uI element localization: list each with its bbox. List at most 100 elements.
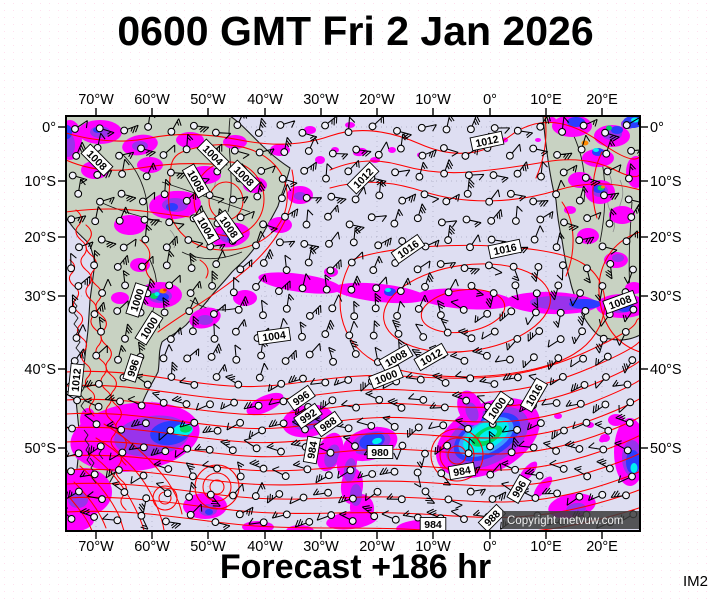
station-circle bbox=[344, 424, 353, 433]
station-circle bbox=[507, 448, 516, 457]
lon-label-bottom: 10°W bbox=[415, 539, 451, 555]
isobar-label: 1008 bbox=[227, 159, 261, 193]
station-circle bbox=[554, 281, 563, 290]
station-circle bbox=[600, 191, 608, 200]
station-circle bbox=[327, 511, 336, 520]
station-circle bbox=[324, 471, 333, 480]
station-circle bbox=[75, 243, 83, 252]
svg-text:984: 984 bbox=[305, 440, 320, 459]
station-circle bbox=[141, 419, 150, 428]
station-circle bbox=[537, 172, 545, 181]
station-circle bbox=[444, 236, 453, 245]
station-circle bbox=[601, 128, 610, 137]
lon-label-top: 20°W bbox=[359, 92, 395, 108]
station-circle bbox=[276, 121, 285, 129]
station-circle bbox=[375, 395, 384, 404]
station-circle bbox=[183, 354, 192, 363]
lat-label-left: 0° bbox=[42, 120, 56, 136]
station-circle bbox=[345, 331, 354, 340]
station-circle bbox=[394, 329, 403, 338]
station-circle bbox=[347, 258, 356, 267]
station-circle bbox=[605, 219, 614, 228]
station-circle bbox=[302, 220, 311, 229]
station-circle bbox=[559, 464, 568, 473]
station-circle bbox=[121, 334, 129, 343]
station-circle bbox=[398, 441, 407, 450]
station-circle bbox=[213, 426, 222, 435]
precip-blob bbox=[417, 288, 513, 310]
station-circle bbox=[627, 213, 636, 222]
watermark-bar: Copyright metvuw.com bbox=[502, 511, 639, 529]
station-circle bbox=[462, 215, 471, 224]
station-circle bbox=[185, 493, 194, 501]
lon-label-top: 30°W bbox=[303, 92, 339, 108]
station-circle bbox=[397, 403, 406, 412]
station-circle bbox=[624, 174, 633, 183]
station-circle bbox=[553, 150, 562, 159]
station-circle bbox=[466, 125, 475, 134]
station-circle bbox=[606, 259, 615, 268]
station-circle bbox=[115, 216, 124, 225]
station-circle bbox=[90, 513, 99, 521]
lon-label-top: 10°W bbox=[415, 92, 451, 108]
precip-blob bbox=[612, 254, 624, 262]
station-circle bbox=[509, 262, 518, 271]
lon-label-bottom: 30°W bbox=[303, 539, 339, 555]
lon-label-bottom: 0° bbox=[483, 539, 497, 555]
station-circle bbox=[322, 285, 331, 294]
station-circle bbox=[236, 472, 245, 481]
station-circle bbox=[259, 518, 268, 527]
station-circle bbox=[602, 373, 610, 381]
station-circle bbox=[166, 335, 175, 344]
station-circle bbox=[535, 327, 544, 336]
map-frame bbox=[65, 115, 641, 532]
station-circle bbox=[324, 212, 332, 221]
station-circle bbox=[304, 258, 313, 267]
station-circle bbox=[275, 238, 284, 247]
station-circle bbox=[182, 400, 191, 409]
station-circle bbox=[603, 352, 612, 361]
station-circle bbox=[351, 195, 360, 204]
precip-blob bbox=[564, 206, 576, 214]
station-circle bbox=[485, 197, 494, 206]
station-circle bbox=[114, 466, 123, 474]
station-circle bbox=[94, 379, 103, 388]
station-circle bbox=[327, 192, 336, 201]
station-circle bbox=[141, 235, 150, 244]
station-circle bbox=[556, 335, 565, 344]
station-circle bbox=[415, 172, 424, 181]
station-circle bbox=[236, 418, 245, 427]
station-circle bbox=[259, 311, 267, 320]
station-circle bbox=[628, 356, 637, 365]
station-circle bbox=[236, 213, 245, 222]
station-circle bbox=[190, 380, 199, 389]
station-circle bbox=[139, 443, 148, 452]
precip-blob bbox=[569, 299, 601, 309]
station-circle bbox=[439, 421, 448, 430]
corner-tag: IM2 bbox=[682, 573, 708, 590]
station-circle bbox=[464, 424, 472, 433]
station-circle bbox=[138, 262, 147, 271]
station-circle bbox=[444, 288, 453, 297]
station-circle bbox=[328, 149, 337, 158]
station-circle bbox=[117, 425, 126, 434]
station-circle bbox=[624, 195, 633, 204]
station-circle bbox=[628, 472, 636, 481]
station-circle bbox=[113, 307, 122, 315]
station-circle bbox=[436, 311, 445, 320]
station-circle bbox=[599, 334, 608, 343]
station-circle bbox=[206, 400, 214, 409]
isobar-label: 980 bbox=[366, 445, 394, 459]
station-circle bbox=[344, 128, 353, 137]
station-circle bbox=[281, 472, 290, 481]
station-circle bbox=[230, 146, 239, 155]
station-circle bbox=[344, 376, 353, 384]
station-circle bbox=[186, 510, 195, 519]
station-circle bbox=[187, 264, 196, 273]
station-circle bbox=[162, 243, 171, 252]
station-circle bbox=[529, 144, 538, 153]
lon-label-bottom: 20°E bbox=[586, 539, 618, 555]
station-circle bbox=[166, 426, 175, 435]
lon-label-top: 60°W bbox=[134, 92, 170, 108]
station-circle bbox=[185, 307, 194, 316]
